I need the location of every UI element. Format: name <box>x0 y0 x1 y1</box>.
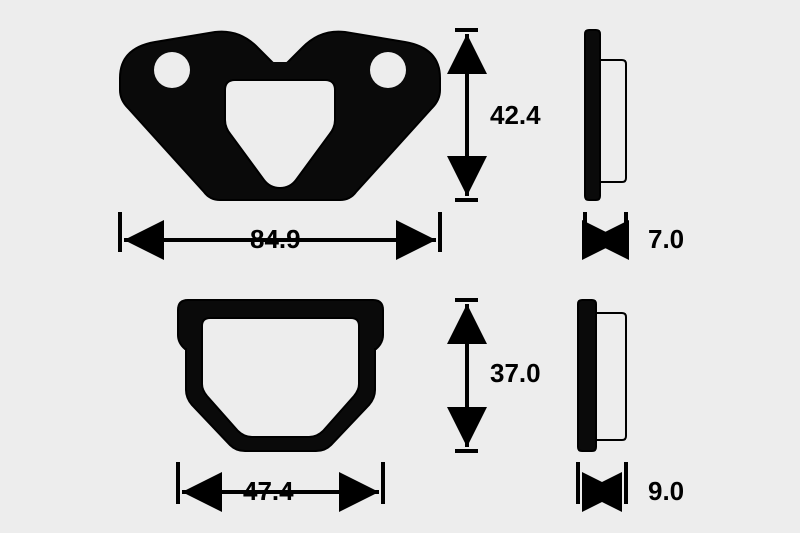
top-pad-front <box>120 32 440 200</box>
label-top-thickness: 7.0 <box>648 224 684 255</box>
label-top-height: 42.4 <box>490 100 541 131</box>
label-top-width: 84.9 <box>250 224 301 255</box>
tech-drawing-canvas <box>0 0 800 533</box>
label-bot-thickness: 9.0 <box>648 476 684 507</box>
top-pad-side <box>585 30 626 200</box>
bottom-pad-side <box>578 300 626 451</box>
label-bot-width: 47.4 <box>243 476 294 507</box>
bottom-pad-front <box>178 300 383 451</box>
label-bot-height: 37.0 <box>490 358 541 389</box>
